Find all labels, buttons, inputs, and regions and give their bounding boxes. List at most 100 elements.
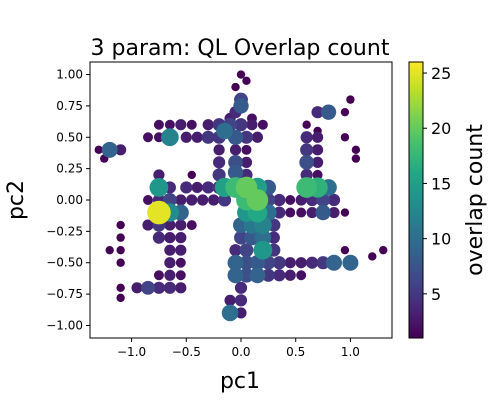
data-point [327,193,341,207]
data-point [116,245,125,255]
data-point [351,145,361,155]
data-point [299,155,314,170]
data-point [261,268,275,282]
data-point [218,193,232,207]
data-point [240,156,253,168]
colorbar-tick-label: 20 [431,119,451,138]
data-point [227,254,244,271]
data-point [342,254,359,271]
x-tick-label: −1.0 [117,345,146,359]
data-point [241,144,252,155]
data-point [116,258,125,267]
x-axis-label: pc1 [220,369,260,394]
data-point [253,240,273,260]
data-point [152,281,166,294]
data-point [175,257,186,268]
data-point [152,231,166,244]
data-point [267,231,280,244]
data-point [326,254,343,271]
data-point [239,243,254,258]
colorbar-ticks: 5 10 15 20 25 [423,64,451,304]
data-point [285,195,296,205]
data-point [227,267,244,284]
points-layer [94,70,388,322]
data-point [312,144,324,156]
data-point [249,267,266,284]
y-axis-label: pc2 [4,180,29,220]
data-point [273,206,286,219]
data-point [227,164,244,181]
y-tick-label: −1.00 [46,318,83,332]
colorbar-tick-label: 15 [431,174,451,193]
data-point [101,141,118,158]
data-point [180,181,193,194]
data-point [316,256,330,270]
data-point [186,220,197,231]
data-point [143,195,153,205]
data-point [311,106,324,119]
y-tick-label: −0.50 [46,256,83,270]
data-point [202,181,215,194]
data-point [164,269,176,281]
data-point [94,145,103,155]
data-point [234,230,248,245]
x-tick-label: 0.5 [286,345,305,359]
data-point [273,269,286,282]
data-point [213,144,225,156]
x-axis: −1.0 −0.5 0.0 0.5 1.0 [117,338,360,359]
data-point [202,119,214,131]
data-point [229,144,242,156]
data-point [234,281,248,294]
data-point [175,219,187,231]
data-point [149,178,169,197]
data-point [379,245,388,255]
data-point [115,144,127,156]
data-point [153,270,164,281]
data-point [300,143,314,157]
y-axis: −1.00 −0.75 −0.50 −0.25 0.00 0.25 0.50 0.75 1.00 [46,68,90,332]
data-point [320,104,337,120]
data-point [175,119,187,131]
data-point [236,70,246,79]
data-point [164,119,175,130]
data-point [296,207,307,218]
data-point [340,208,350,217]
data-point [234,294,248,307]
data-point [131,282,143,294]
data-point [295,257,307,269]
data-point [239,130,254,144]
data-point [201,130,215,144]
colorbar-tick-label: 10 [431,230,451,249]
data-point [306,256,319,269]
data-point [116,283,125,293]
data-point [251,131,264,143]
data-point [175,232,187,244]
data-point [284,257,296,269]
data-point [273,193,286,207]
y-tick-label: 0.75 [56,99,83,113]
data-point [233,98,249,114]
data-point [242,76,251,86]
data-point [312,169,323,180]
data-point [246,119,258,131]
data-point [175,282,187,294]
data-point [239,255,254,271]
y-tick-label: 0.00 [56,193,83,207]
data-point [340,107,350,117]
data-point [164,219,176,231]
data-point [153,119,164,130]
data-point [229,244,242,257]
data-point [175,194,187,206]
data-point [312,131,324,143]
data-point [300,131,313,144]
data-point [147,200,171,225]
data-point [340,245,350,255]
data-point [143,132,153,143]
data-point [328,206,340,219]
colorbar-tick-label: 5 [431,285,441,304]
data-point [257,119,268,130]
data-point [221,304,239,322]
data-point [302,120,311,129]
colorbar-label: overlap count [463,124,488,276]
chart-title: 3 param: QL Overlap count [91,36,390,61]
